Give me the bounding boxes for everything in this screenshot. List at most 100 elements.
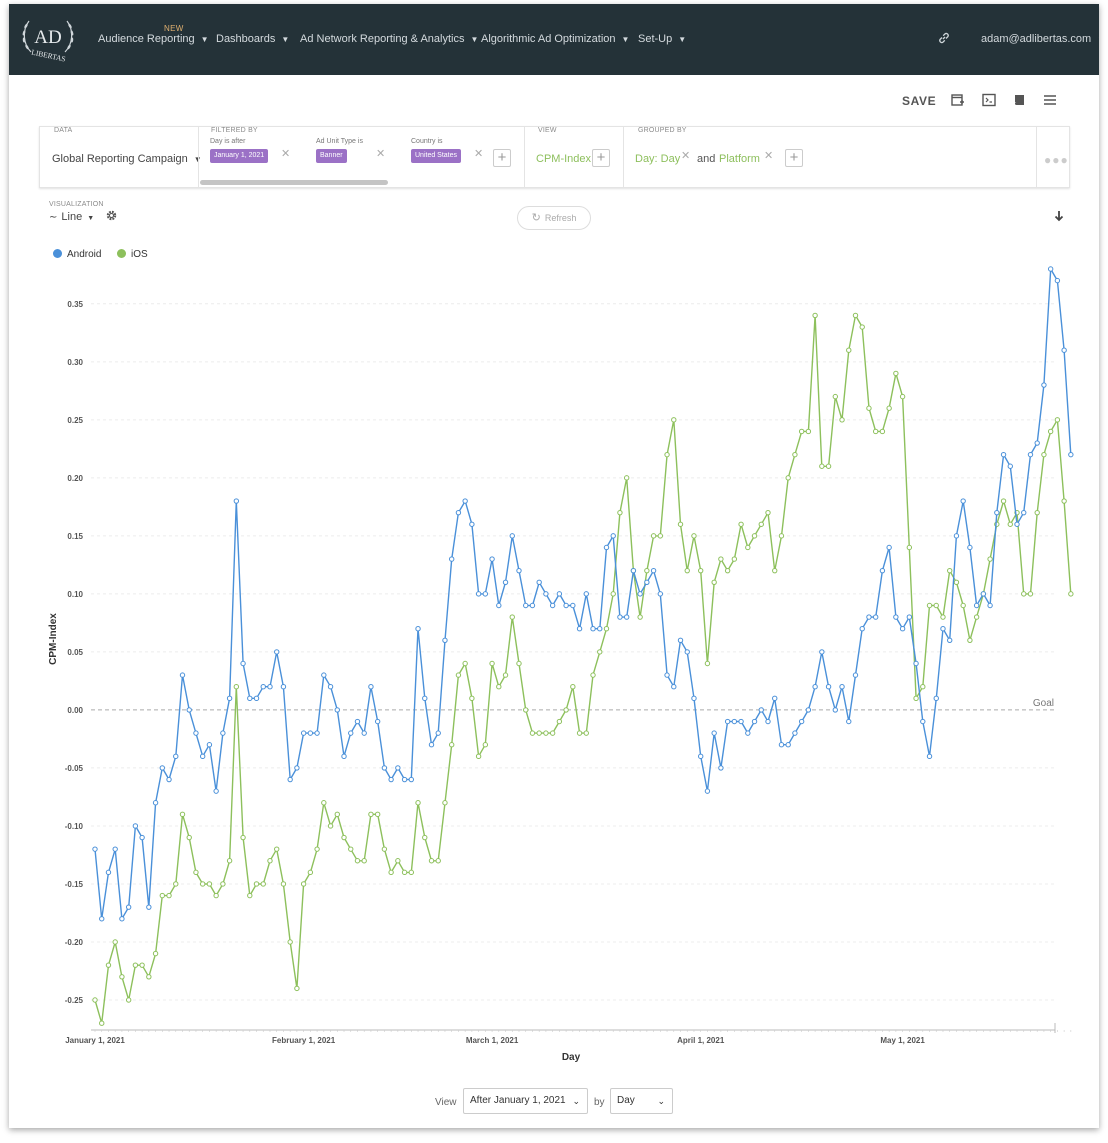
more-options-icon[interactable]: ●●●	[1044, 153, 1069, 167]
adlibertas-logo[interactable]: AD LIBERTAS	[17, 12, 79, 68]
data-point-android	[718, 765, 724, 771]
nav-algorithmic-ad-optimization-label: Algorithmic Ad Optimization	[481, 33, 616, 45]
data-point-ios	[745, 544, 751, 551]
remove-group-icon[interactable]: ✕	[764, 150, 774, 162]
data-point-android	[455, 509, 462, 516]
data-point-ios	[576, 730, 583, 736]
remove-filter-icon[interactable]: ✕	[474, 148, 484, 160]
nav-set-up[interactable]: Set-Up ▼	[638, 33, 686, 45]
link-icon[interactable]	[937, 31, 951, 45]
data-point-ios	[1034, 509, 1040, 516]
date-range-select[interactable]: After January 1, 2021 ⌄	[463, 1088, 588, 1114]
menu-icon[interactable]	[1043, 93, 1057, 107]
filter-scrollbar[interactable]	[200, 180, 388, 185]
data-point-android	[314, 730, 320, 736]
filter-ad-unit-chip[interactable]: Banner	[316, 149, 347, 163]
data-point-ios	[583, 730, 589, 736]
data-point-ios	[260, 881, 266, 887]
filter-country-chip[interactable]: United States	[411, 149, 462, 163]
legend-ios-swatch	[117, 249, 126, 258]
data-point-ios	[832, 393, 838, 400]
data-point-ios	[906, 544, 913, 551]
data-point-ios	[933, 602, 939, 609]
data-point-android	[260, 684, 266, 690]
data-point-android	[193, 730, 199, 736]
remove-filter-icon[interactable]: ✕	[281, 148, 291, 160]
refresh-button[interactable]: ↻ Refresh	[517, 206, 591, 230]
data-point-android	[920, 718, 926, 725]
group-day[interactable]: Day: Day	[635, 153, 681, 165]
data-point-ios	[502, 672, 509, 678]
chevron-down-icon: ▼	[200, 35, 209, 44]
data-point-android	[199, 753, 206, 760]
data-point-android	[623, 614, 630, 620]
filter-day-chip[interactable]: January 1, 2021	[210, 149, 269, 163]
view-metric[interactable]: CPM-Index	[536, 153, 592, 165]
data-point-ios	[523, 707, 529, 713]
data-point-android	[805, 707, 812, 713]
legend-android[interactable]: Android	[53, 249, 101, 260]
data-point-android	[536, 579, 542, 585]
new-badge: NEW	[164, 24, 184, 33]
gear-icon[interactable]	[105, 209, 118, 222]
data-point-android	[502, 579, 509, 585]
data-point-ios	[401, 869, 408, 876]
data-point-android	[173, 753, 179, 760]
download-icon[interactable]	[1053, 210, 1065, 224]
granularity-select[interactable]: Day ⌄	[610, 1088, 673, 1114]
visualization-type-select[interactable]: ∼ Line ▼	[49, 211, 94, 223]
nav-audience-reporting[interactable]: Audience Reporting ▼	[98, 33, 209, 45]
data-point-ios	[327, 823, 334, 829]
data-point-ios	[644, 567, 650, 574]
data-point-android	[731, 718, 738, 725]
data-point-ios	[448, 742, 455, 748]
book-icon[interactable]	[1013, 93, 1027, 107]
data-point-android	[987, 602, 993, 609]
data-point-android	[698, 753, 704, 760]
add-filter-button[interactable]: +	[493, 149, 511, 167]
data-point-ios	[381, 846, 388, 852]
data-point-ios	[348, 846, 354, 852]
data-point-ios	[650, 533, 657, 539]
data-point-ios	[159, 892, 166, 899]
data-point-ios	[321, 800, 327, 806]
nav-ad-network-reporting[interactable]: Ad Network Reporting & Analytics ▼	[300, 33, 478, 45]
data-point-android	[509, 533, 515, 539]
y-tick-label: 0.00	[67, 706, 83, 715]
add-dashboard-icon[interactable]	[951, 93, 965, 107]
data-point-android	[798, 718, 805, 725]
data-point-android	[953, 533, 960, 539]
data-point-android	[152, 800, 159, 806]
data-point-ios	[1021, 591, 1027, 597]
save-button[interactable]: SAVE	[902, 94, 937, 108]
data-point-ios	[247, 892, 253, 899]
data-point-android	[1021, 509, 1027, 516]
data-point-android	[778, 742, 785, 748]
data-point-android	[516, 567, 522, 574]
data-point-android	[348, 730, 354, 736]
data-point-ios	[1054, 417, 1061, 423]
data-point-android	[657, 591, 664, 597]
embed-icon[interactable]	[982, 93, 996, 107]
data-point-android	[213, 788, 219, 794]
data-point-android	[139, 834, 145, 841]
data-point-android	[253, 695, 260, 702]
data-point-ios	[415, 800, 421, 806]
legend-ios[interactable]: iOS	[117, 249, 148, 260]
nav-dashboards[interactable]: Dashboards ▼	[216, 33, 289, 45]
data-point-android	[947, 637, 953, 643]
remove-group-icon[interactable]: ✕	[681, 150, 691, 162]
user-menu[interactable]: adam@adlibertas.com ▼	[981, 33, 1099, 45]
add-group-button[interactable]: +	[785, 149, 803, 167]
data-point-android	[933, 695, 939, 702]
data-point-android	[751, 718, 758, 725]
nav-algorithmic-ad-optimization[interactable]: Algorithmic Ad Optimization ▼	[481, 33, 629, 45]
data-point-ios	[1041, 451, 1047, 458]
add-metric-button[interactable]: +	[592, 149, 610, 167]
data-point-ios	[664, 451, 670, 458]
data-point-android	[287, 776, 293, 783]
group-platform[interactable]: Platform	[719, 153, 760, 165]
remove-filter-icon[interactable]: ✕	[376, 148, 386, 160]
data-source-select[interactable]: Global Reporting Campaign ▼	[52, 153, 202, 165]
data-point-ios	[852, 312, 859, 319]
